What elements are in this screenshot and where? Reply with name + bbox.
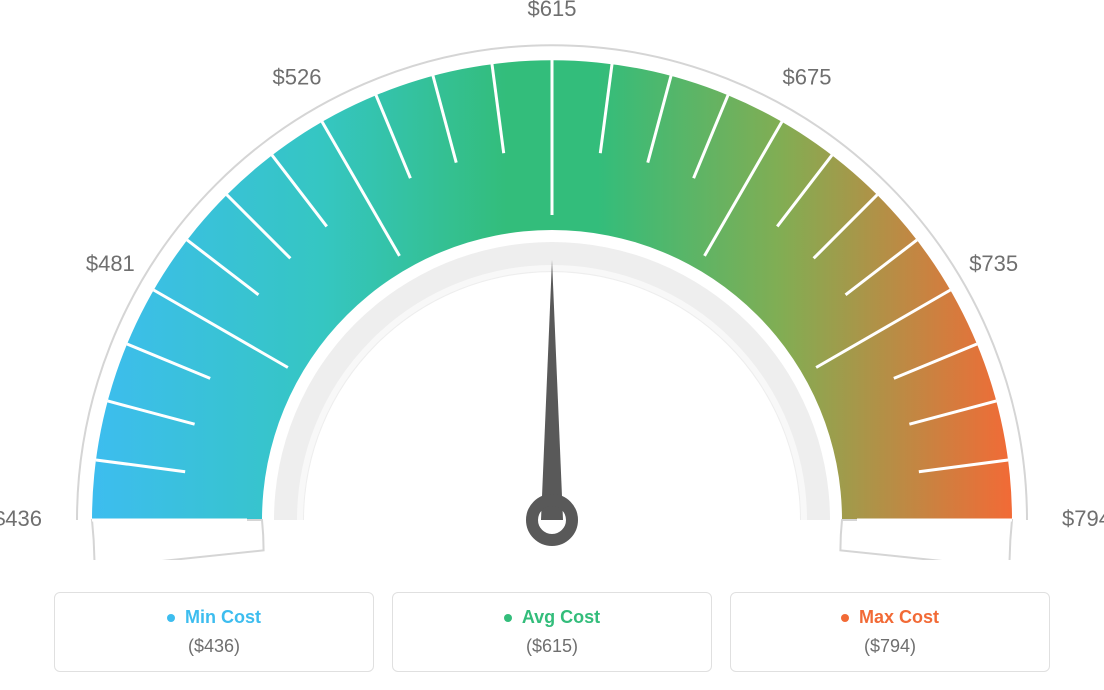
dot-icon [167, 614, 175, 622]
cost-card-value: ($615) [393, 636, 711, 657]
gauge-tick-label: $735 [969, 251, 1018, 276]
cost-card-label: Avg Cost [522, 607, 600, 628]
gauge-arc-endcap-left [92, 520, 264, 560]
cost-card-value: ($794) [731, 636, 1049, 657]
cost-card: Max Cost ($794) [730, 592, 1050, 672]
gauge-tick-label: $615 [528, 0, 577, 21]
cost-card-header: Max Cost [731, 607, 1049, 628]
dot-icon [841, 614, 849, 622]
gauge-tick-label: $526 [273, 64, 322, 89]
cost-card: Avg Cost ($615) [392, 592, 712, 672]
gauge-tick-label: $675 [783, 64, 832, 89]
cost-card: Min Cost ($436) [54, 592, 374, 672]
gauge-arc-endcap-right [840, 520, 1012, 560]
cost-card-header: Avg Cost [393, 607, 711, 628]
dot-icon [504, 614, 512, 622]
cost-card-label: Max Cost [859, 607, 939, 628]
cost-cards-row: Min Cost ($436) Avg Cost ($615) Max Cost ($79… [0, 574, 1104, 690]
gauge-area: $436 $481 $526 $615 $675 $735 $794 [0, 0, 1104, 560]
gauge-svg: $436 $481 $526 $615 $675 $735 $794 [0, 0, 1104, 560]
gauge-tick-label: $436 [0, 506, 42, 531]
cost-gauge-widget: $436 $481 $526 $615 $675 $735 $794 Min Cost ($4… [0, 0, 1104, 690]
gauge-needle [541, 260, 563, 520]
cost-card-header: Min Cost [55, 607, 373, 628]
gauge-tick-label: $481 [86, 251, 135, 276]
gauge-tick-label: $794 [1062, 506, 1104, 531]
cost-card-value: ($436) [55, 636, 373, 657]
cost-card-label: Min Cost [185, 607, 261, 628]
